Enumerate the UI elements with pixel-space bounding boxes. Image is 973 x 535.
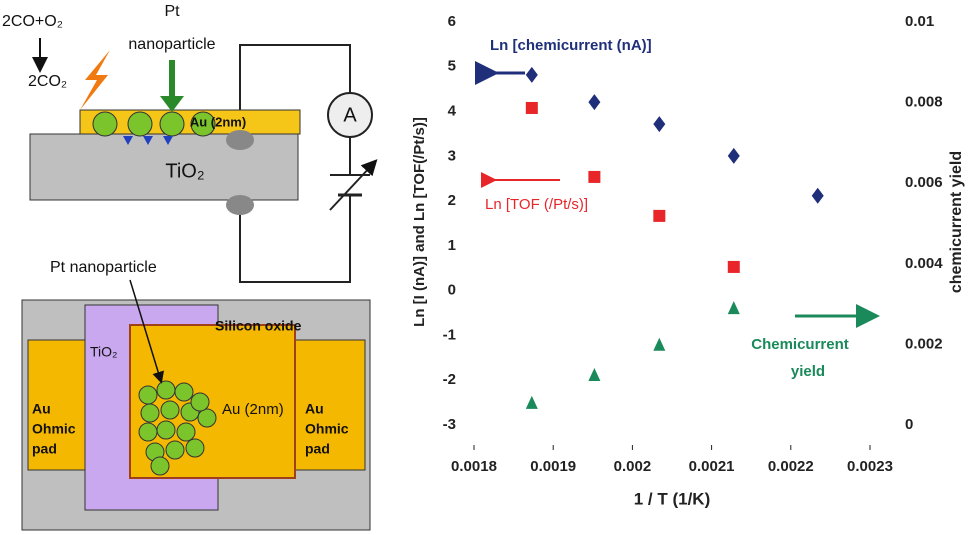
- pad-label: pad: [305, 441, 330, 457]
- legend-label: yield: [791, 363, 825, 380]
- metal-label: Au (2nm): [222, 401, 284, 418]
- y-tick-label: 3: [448, 147, 456, 164]
- tio2-label: TiO₂: [90, 344, 117, 360]
- pad-label: pad: [32, 441, 57, 457]
- legend-label: Ln [TOF (/Pt/s)]: [485, 196, 588, 213]
- point: [653, 210, 665, 222]
- y-tick-label: 0: [448, 282, 456, 299]
- point: [728, 301, 740, 314]
- point: [588, 171, 600, 183]
- pad-label: Ohmic: [32, 421, 76, 437]
- y2-tick-label: 0: [905, 416, 913, 433]
- chart: Ln [chemicurrent (nA)] Ln [TOF (/Pt/s)] …: [411, 13, 965, 509]
- y2-tick-label: 0.01: [905, 13, 934, 30]
- y-tick-label: 2: [448, 192, 456, 209]
- pad-label: Au: [305, 401, 324, 417]
- metal-label: Au (2nm): [190, 114, 246, 129]
- y-tick-label: 1: [448, 237, 456, 254]
- x-tick-label: 0.002: [614, 458, 652, 475]
- y-tick-label: 4: [448, 103, 457, 120]
- reaction-label: 2CO+O₂: [2, 13, 63, 30]
- layout-diagram: Pt nanoparticle Silicon oxide TiO₂ Au (2…: [22, 259, 370, 530]
- y2-tick-label: 0.004: [905, 255, 943, 272]
- legend-label: Ln [chemicurrent (nA)]: [490, 37, 652, 54]
- product-label: 2CO₂: [28, 73, 67, 90]
- ammeter-label: A: [343, 104, 357, 126]
- point: [526, 396, 538, 409]
- pad-label: Ohmic: [305, 421, 349, 437]
- point: [653, 116, 665, 132]
- x-tick-label: 0.0022: [768, 458, 814, 475]
- x-tick-label: 0.0021: [689, 458, 735, 475]
- point: [728, 261, 740, 273]
- point: [526, 102, 538, 114]
- y-tick-label: -1: [443, 326, 456, 343]
- y-tick-label: 6: [448, 13, 456, 30]
- point: [653, 338, 665, 351]
- pt-label: nanoparticle: [128, 36, 215, 53]
- y-tick-label: -2: [443, 371, 456, 388]
- pt-label: Pt nanoparticle: [50, 259, 157, 276]
- y-tick-label: -3: [443, 416, 456, 433]
- y2-tick-label: 0.008: [905, 94, 943, 111]
- device-diagram: 2CO+O₂ 2CO₂ Pt nanoparticle A Au (2nm) T…: [2, 3, 372, 282]
- y2-tick-label: 0.006: [905, 174, 943, 191]
- substrate-label: TiO₂: [165, 160, 204, 182]
- figure: 2CO+O₂ 2CO₂ Pt nanoparticle A Au (2nm) T…: [0, 0, 973, 535]
- pad-label: Au: [32, 401, 51, 417]
- y-tick-label: 5: [448, 58, 456, 75]
- point: [728, 148, 740, 164]
- legend-label: Chemicurrent: [751, 336, 849, 353]
- x-tick-label: 0.0023: [847, 458, 893, 475]
- y2-tick-label: 0.002: [905, 335, 943, 352]
- point: [526, 67, 538, 83]
- pt-label: Pt: [164, 3, 180, 20]
- oxide-label: Silicon oxide: [215, 318, 302, 334]
- point: [588, 368, 600, 381]
- point: [812, 188, 824, 204]
- x-axis-label: 1 / T (1/K): [634, 489, 711, 508]
- y-axis-label: Ln [I (nA)] and Ln [TOF(/Pt/s)]: [411, 117, 428, 327]
- x-tick-label: 0.0018: [451, 458, 497, 475]
- y2-axis-label: chemicurrent yield: [948, 151, 965, 293]
- point: [588, 94, 600, 110]
- x-tick-label: 0.0019: [530, 458, 576, 475]
- page: {"diagrams": { "device": {"reaction": "2…: [0, 0, 973, 535]
